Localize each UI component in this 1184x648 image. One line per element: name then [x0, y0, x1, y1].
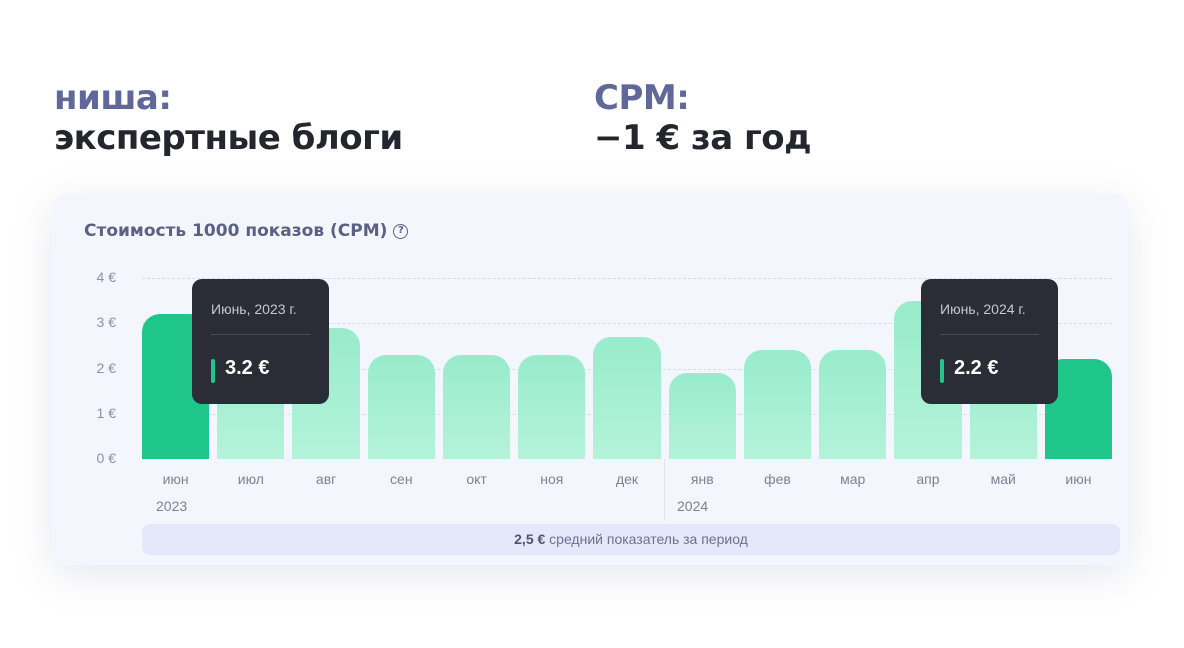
y-tick-label: 1 € [96, 404, 116, 421]
niche-value: экспертные блоги [54, 118, 403, 158]
tooltip-divider [940, 334, 1039, 335]
x-tick-label: ноя [540, 471, 564, 487]
tooltip-date: Июнь, 2024 г. [940, 301, 1026, 317]
cpm-chart-card: Стоимость 1000 показов (CPM)? 0 € 1 € 2 € 3… [52, 193, 1128, 565]
x-tick-label: июн [1065, 471, 1092, 487]
average-value: 2,5 € [514, 531, 546, 547]
x-tick-label: дек [615, 471, 639, 487]
tooltip-june-2024: Июнь, 2024 г. 2.2 € [921, 279, 1058, 404]
tooltip-june-2023: Июнь, 2023 г. 3.2 € [192, 279, 329, 404]
y-tick-label: 3 € [96, 314, 116, 331]
x-tick-label: май [990, 471, 1016, 487]
year-label-2023: 2023 [156, 498, 188, 514]
help-icon[interactable]: ? [393, 224, 409, 239]
year-divider [664, 459, 665, 521]
gridline [142, 278, 1112, 279]
tooltip-value: 2.2 € [954, 357, 999, 379]
bar-фев[interactable] [743, 350, 812, 459]
y-tick-label: 2 € [96, 359, 116, 376]
x-tick-label: апр [916, 471, 940, 487]
x-tick-label: янв [690, 471, 714, 487]
y-tick-label: 0 € [96, 450, 116, 466]
cpm-label: CPM: [594, 78, 690, 118]
x-axis: июн июл авг сен окт ноя дек янв фев мар апр май июн [142, 459, 1112, 521]
bar-окт[interactable] [442, 354, 511, 459]
x-tick-label: сен [390, 471, 413, 487]
bar-мар[interactable] [819, 350, 887, 459]
x-tick-label: июн [162, 471, 189, 487]
tooltip-value: 3.2 € [225, 357, 270, 379]
x-tick-label: фев [764, 471, 791, 487]
year-label-2024: 2024 [677, 498, 709, 514]
y-tick-label: 4 € [96, 269, 116, 285]
bar-сен[interactable] [367, 354, 435, 459]
cpm-change-value: −1 € за год [594, 118, 812, 158]
series-marker-icon [211, 359, 215, 383]
x-tick-label: авг [315, 471, 337, 487]
x-tick-label: мар [840, 471, 866, 487]
tooltip-date: Июнь, 2023 г. [211, 301, 297, 317]
cpm-headline: CPM: −1 € за год [594, 78, 812, 158]
tooltip-divider [211, 334, 310, 335]
x-tick-label: июл [237, 471, 264, 487]
chart-title: Стоимость 1000 показов (CPM)? [84, 221, 409, 241]
series-marker-icon [940, 359, 944, 383]
bar-янв[interactable] [668, 373, 736, 459]
gridline [142, 323, 1112, 325]
x-tick-label: окт [466, 471, 487, 487]
average-bar: 2,5 € средний показатель за период [142, 524, 1120, 555]
bar-ноя[interactable] [518, 354, 586, 459]
bar-дек[interactable] [593, 336, 661, 459]
average-text: средний показатель за период [545, 531, 748, 547]
niche-headline: ниша: экспертные блоги [54, 78, 403, 158]
chart-title-text: Стоимость 1000 показов (CPM) [84, 221, 388, 241]
niche-label: ниша: [54, 78, 172, 118]
